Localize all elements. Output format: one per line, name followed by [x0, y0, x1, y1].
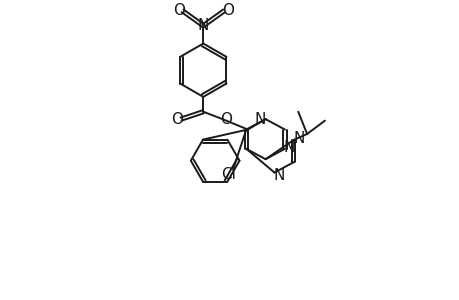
Text: O: O: [221, 3, 233, 18]
Text: N: N: [283, 140, 294, 155]
Text: O: O: [171, 112, 183, 127]
Text: N: N: [293, 131, 304, 146]
Text: N: N: [273, 168, 285, 183]
Text: O: O: [173, 3, 185, 18]
Text: Cl: Cl: [221, 167, 235, 182]
Text: N: N: [254, 112, 265, 127]
Text: N: N: [197, 18, 208, 33]
Text: O: O: [220, 112, 232, 127]
